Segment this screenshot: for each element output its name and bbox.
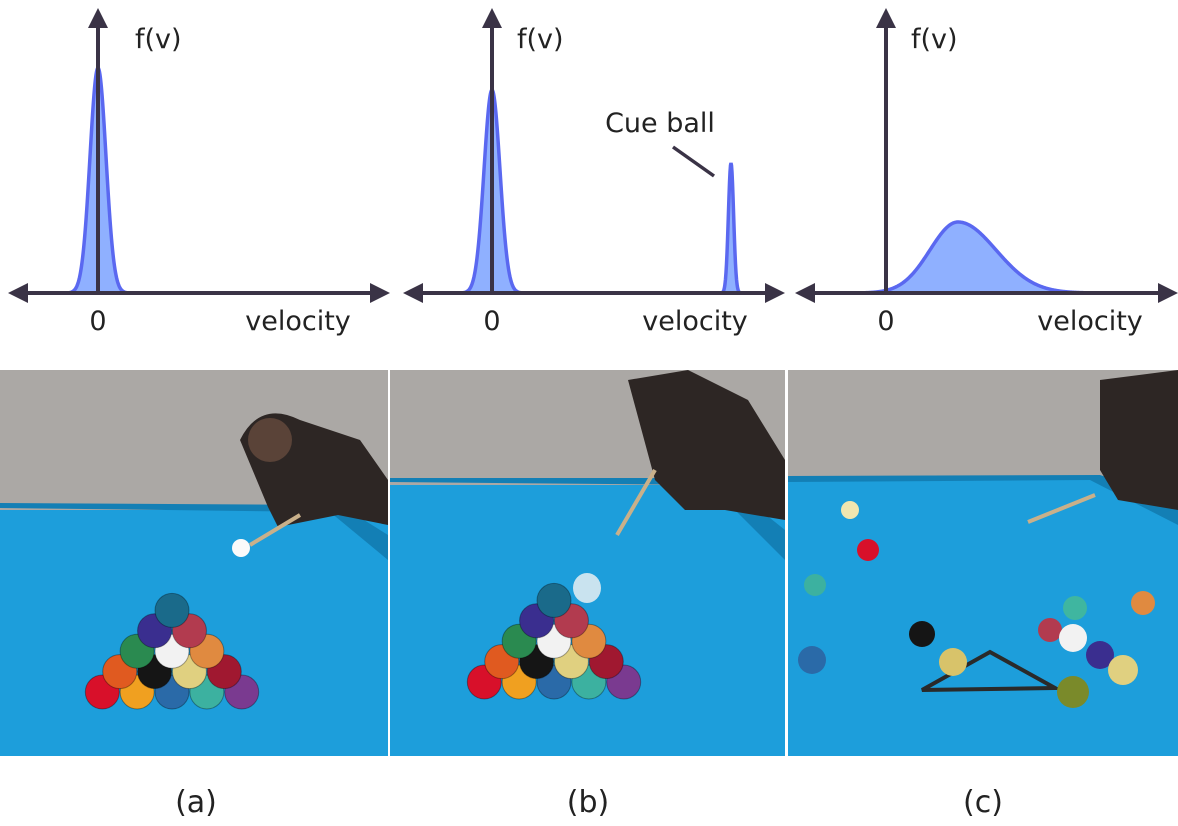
caption: (b) [567, 785, 609, 820]
ball [155, 593, 189, 627]
ball [537, 583, 571, 617]
photo-c [788, 370, 1178, 756]
density-curve [800, 222, 1172, 293]
origin-label: 0 [483, 306, 500, 337]
annotation: Cue ball [605, 108, 715, 139]
origin-label: 0 [89, 306, 106, 337]
y-axis-label: f(v) [911, 24, 958, 55]
x-axis-label: velocity [245, 306, 351, 337]
origin-label: 0 [877, 306, 894, 337]
y-axis-label: f(v) [135, 24, 182, 55]
caption: (a) [175, 785, 217, 820]
figure: f(v) 0 velocity f(v) 0 velocity Cue ball… [0, 0, 1178, 826]
x-axis-label: velocity [642, 306, 748, 337]
curves [62, 68, 1172, 293]
caption: (c) [963, 785, 1003, 820]
y-axis-label: f(v) [517, 24, 564, 55]
density-curve [721, 163, 741, 293]
x-axis-label: velocity [1037, 306, 1143, 337]
annotation-pointer [673, 147, 714, 176]
